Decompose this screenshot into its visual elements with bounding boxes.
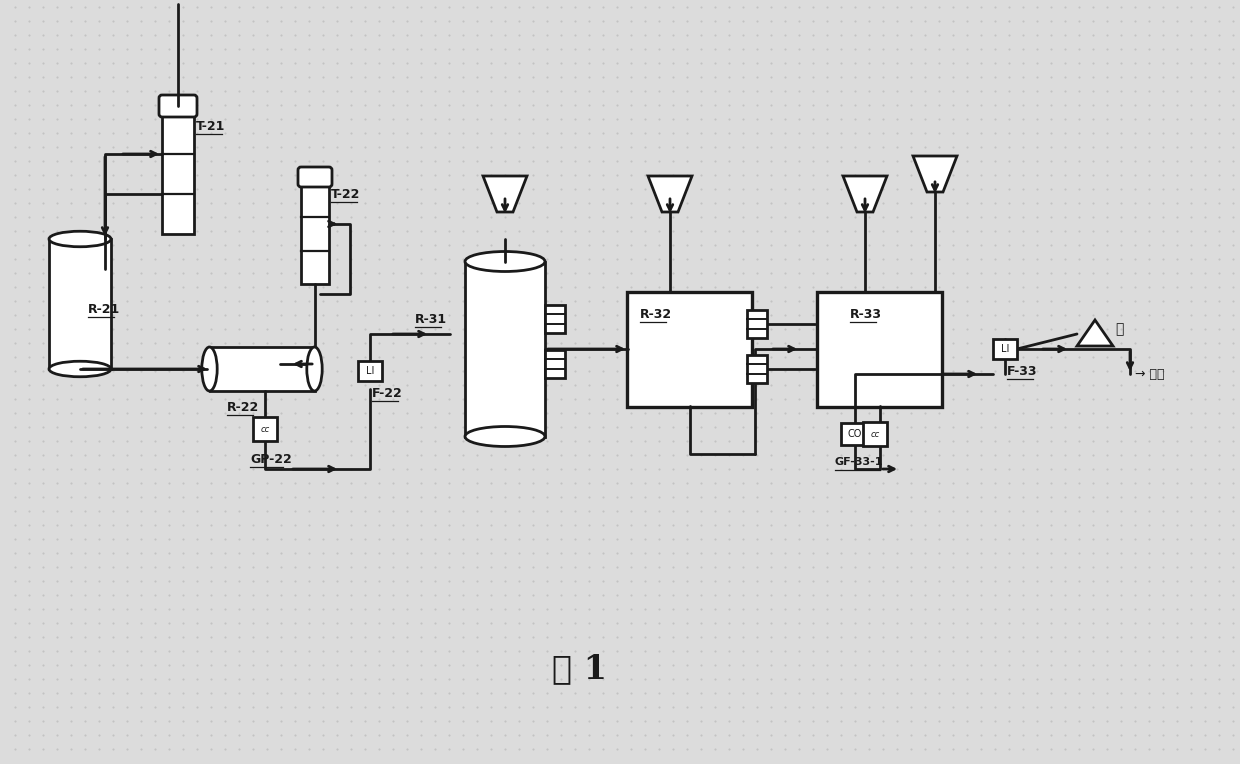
FancyBboxPatch shape: [159, 95, 197, 117]
Bar: [358, 361, 382, 381]
Text: R-33: R-33: [849, 307, 882, 321]
Bar: [50, 239, 112, 369]
Bar: [863, 422, 887, 446]
Text: R-32: R-32: [640, 307, 672, 321]
Bar: [301, 184, 329, 284]
Text: 图 1: 图 1: [553, 652, 608, 685]
Bar: [465, 261, 546, 436]
Bar: [746, 310, 768, 338]
Bar: [627, 292, 753, 406]
Bar: [253, 417, 277, 441]
Polygon shape: [484, 176, 527, 212]
Text: CO: CO: [848, 429, 862, 439]
Text: R-21: R-21: [88, 303, 120, 316]
Bar: [841, 423, 869, 445]
Bar: [162, 114, 193, 234]
Bar: [210, 347, 315, 391]
Text: GF-33-1: GF-33-1: [835, 457, 883, 467]
Ellipse shape: [465, 251, 546, 271]
Polygon shape: [649, 176, 692, 212]
Text: cc: cc: [260, 425, 269, 433]
Bar: [817, 292, 942, 406]
Polygon shape: [1078, 320, 1114, 346]
Bar: [746, 355, 768, 383]
Text: T-21: T-21: [196, 119, 226, 132]
Text: F-33: F-33: [1007, 364, 1038, 377]
Bar: [993, 339, 1017, 359]
Ellipse shape: [306, 347, 322, 391]
Text: → 纺丝: → 纺丝: [1135, 367, 1164, 380]
Text: 粒: 粒: [1115, 322, 1123, 336]
Ellipse shape: [50, 231, 112, 247]
Polygon shape: [843, 176, 887, 212]
Text: LI: LI: [366, 366, 374, 376]
FancyBboxPatch shape: [298, 167, 332, 187]
Ellipse shape: [202, 347, 217, 391]
Text: T-22: T-22: [331, 187, 361, 200]
Polygon shape: [913, 156, 957, 192]
Ellipse shape: [50, 361, 112, 377]
Text: LI: LI: [1001, 344, 1009, 354]
Text: R-31: R-31: [415, 312, 448, 325]
Bar: [546, 305, 565, 333]
Text: R-22: R-22: [227, 400, 259, 413]
Ellipse shape: [465, 426, 546, 446]
Text: cc: cc: [870, 429, 879, 439]
Text: F-22: F-22: [372, 387, 403, 400]
Text: GP-22: GP-22: [250, 452, 291, 465]
Bar: [546, 350, 565, 378]
